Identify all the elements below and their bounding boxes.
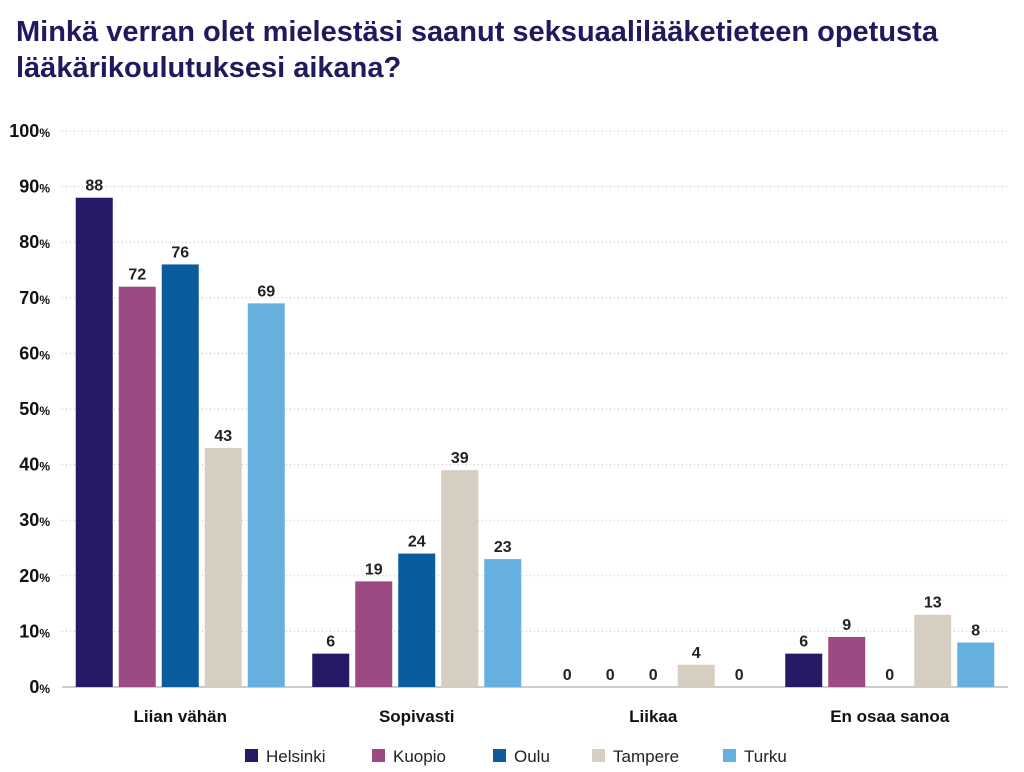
category-label: Liian vähän: [133, 707, 227, 726]
bar-turku-1: [484, 559, 522, 687]
data-label: 4: [692, 645, 701, 662]
data-label: 6: [799, 634, 808, 651]
bar-turku-3: [957, 642, 995, 687]
data-label: 19: [365, 561, 383, 578]
category-label: Liikaa: [629, 707, 678, 726]
data-label: 8: [971, 623, 980, 640]
bar-tampere-0: [204, 447, 242, 687]
y-axis-ticks: 0% 10% 20% 30% 40% 50% 60% 70% 80% 90% 100%: [9, 121, 50, 697]
bar-turku-0: [247, 303, 285, 687]
data-label: 39: [451, 450, 469, 467]
y-tick-label: 40%: [19, 455, 50, 475]
data-label: 88: [85, 178, 103, 195]
y-tick-label: 100%: [9, 121, 50, 141]
y-tick-label: 20%: [19, 566, 50, 586]
category-labels: Liian vähän Sopivasti Liikaa En osaa sanoa: [133, 707, 949, 726]
bar-helsinki-0: [75, 197, 113, 687]
data-label: 9: [842, 617, 851, 634]
chart-title: Minkä verran olet mielestäsi saanut seks…: [16, 16, 938, 84]
legend-label: Turku: [744, 747, 787, 766]
bar-tampere-2: [677, 664, 715, 687]
data-label: 43: [214, 428, 232, 445]
data-label: 6: [326, 634, 335, 651]
data-label: 24: [408, 534, 426, 551]
y-tick-label: 30%: [19, 510, 50, 530]
data-label: 0: [649, 667, 658, 684]
legend: Helsinki Kuopio Oulu Tampere Turku: [245, 747, 787, 766]
category-label: Sopivasti: [379, 707, 455, 726]
legend-swatch-turku: [723, 749, 736, 762]
legend-swatch-helsinki: [245, 749, 258, 762]
bar-oulu-1: [398, 553, 436, 687]
data-label: 23: [494, 539, 512, 556]
data-label: 0: [606, 667, 615, 684]
bars: [75, 197, 995, 687]
bar-oulu-0: [161, 264, 199, 687]
bar-kuopio-0: [118, 286, 156, 687]
y-tick-label: 50%: [19, 399, 50, 419]
y-tick-label: 10%: [19, 621, 50, 641]
bar-kuopio-1: [355, 581, 393, 687]
bar-tampere-1: [441, 470, 479, 687]
data-label: 72: [128, 267, 146, 284]
data-label: 76: [171, 244, 189, 261]
y-tick-label: 70%: [19, 288, 50, 308]
y-tick-label: 80%: [19, 232, 50, 252]
data-label: 13: [924, 595, 942, 612]
bar-helsinki-1: [312, 653, 350, 687]
bar-tampere-3: [914, 614, 952, 687]
legend-swatch-tampere: [592, 749, 605, 762]
data-label: 0: [563, 667, 572, 684]
legend-label: Tampere: [613, 747, 679, 766]
y-tick-label: 90%: [19, 177, 50, 197]
legend-label: Oulu: [514, 747, 550, 766]
data-label: 69: [257, 283, 275, 300]
data-label: 0: [885, 667, 894, 684]
category-label: En osaa sanoa: [830, 707, 950, 726]
bar-kuopio-3: [828, 636, 866, 687]
legend-label: Helsinki: [266, 747, 326, 766]
data-label: 0: [735, 667, 744, 684]
legend-swatch-oulu: [493, 749, 506, 762]
y-tick-label: 60%: [19, 343, 50, 363]
gridlines: [62, 130, 1008, 688]
bar-helsinki-3: [785, 653, 823, 687]
y-tick-label: 0%: [29, 677, 50, 697]
legend-swatch-kuopio: [372, 749, 385, 762]
legend-label: Kuopio: [393, 747, 446, 766]
